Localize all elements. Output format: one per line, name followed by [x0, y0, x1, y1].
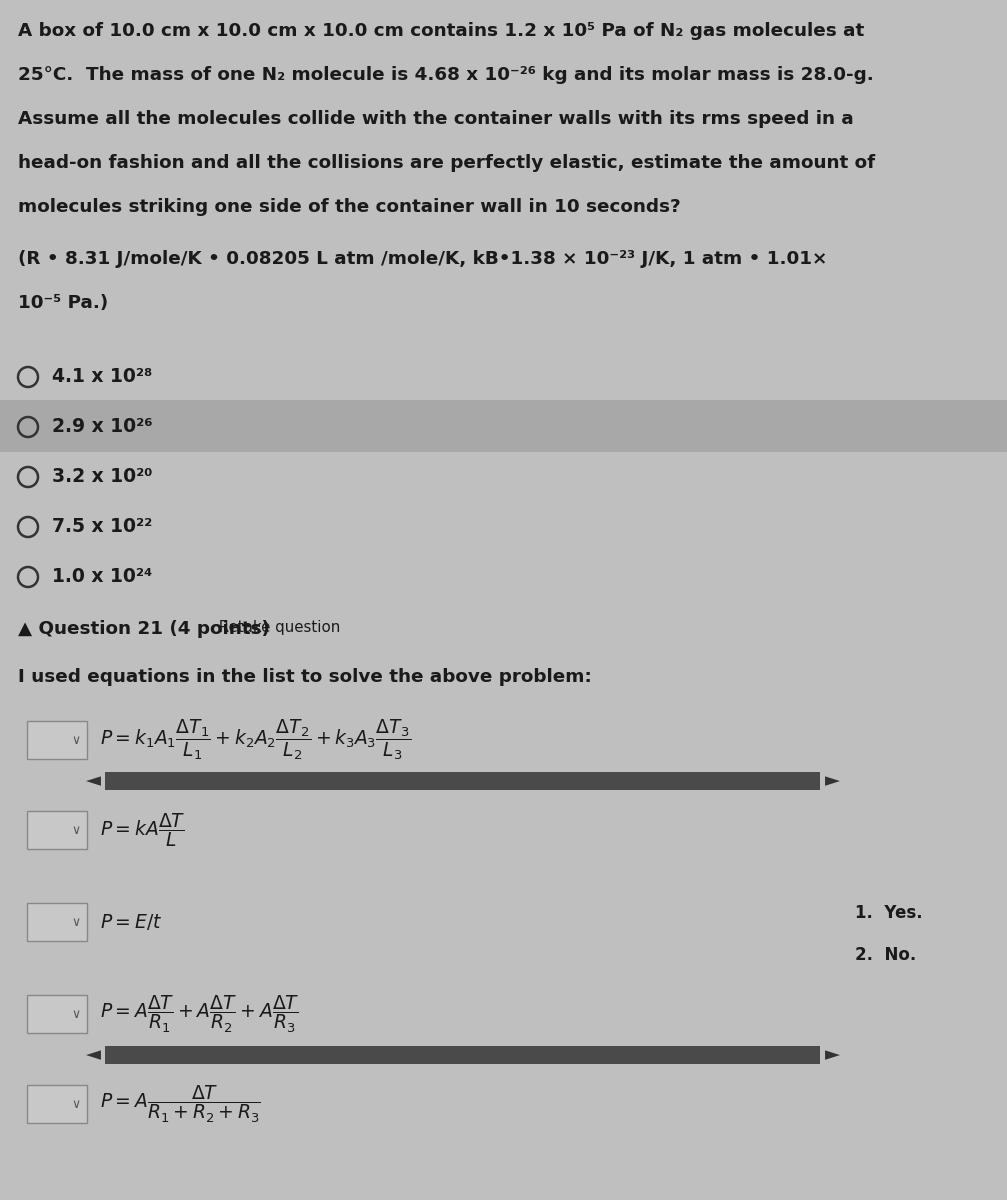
Text: Retake question: Retake question [214, 620, 340, 635]
FancyBboxPatch shape [27, 811, 87, 850]
Text: $P = A\dfrac{\Delta T}{R_1+R_2+R_3}$: $P = A\dfrac{\Delta T}{R_1+R_2+R_3}$ [100, 1084, 261, 1124]
Text: 2.  No.: 2. No. [855, 946, 916, 964]
Text: ∨: ∨ [71, 1008, 81, 1020]
Text: Assume all the molecules collide with the container walls with its rms speed in : Assume all the molecules collide with th… [18, 110, 854, 128]
Text: 3.2 x 10²⁰: 3.2 x 10²⁰ [52, 468, 152, 486]
FancyBboxPatch shape [27, 721, 87, 758]
Text: $P = k_1A_1\dfrac{\Delta T_1}{L_1} + k_2A_2\dfrac{\Delta T_2}{L_2} + k_3A_3\dfra: $P = k_1A_1\dfrac{\Delta T_1}{L_1} + k_2… [100, 718, 411, 762]
FancyBboxPatch shape [27, 995, 87, 1033]
Text: 4.1 x 10²⁸: 4.1 x 10²⁸ [52, 367, 152, 386]
Text: 25°C.  The mass of one N₂ molecule is 4.68 x 10⁻²⁶ kg and its molar mass is 28.0: 25°C. The mass of one N₂ molecule is 4.6… [18, 66, 874, 84]
Bar [105, 1046, 820, 1064]
Text: $P = kA\dfrac{\Delta T}{L}$: $P = kA\dfrac{\Delta T}{L}$ [100, 811, 185, 848]
Text: ►: ► [825, 772, 840, 791]
Text: 10⁻⁵ Pa.): 10⁻⁵ Pa.) [18, 294, 108, 312]
FancyBboxPatch shape [27, 1085, 87, 1123]
Text: $P = E/t$: $P = E/t$ [100, 912, 162, 932]
Bar [105, 772, 820, 790]
Text: molecules striking one side of the container wall in 10 seconds?: molecules striking one side of the conta… [18, 198, 681, 216]
Text: head-on fashion and all the collisions are perfectly elastic, estimate the amoun: head-on fashion and all the collisions a… [18, 154, 875, 172]
FancyBboxPatch shape [27, 902, 87, 941]
Text: 7.5 x 10²²: 7.5 x 10²² [52, 517, 152, 536]
Text: ►: ► [825, 1045, 840, 1064]
Text: $P = A\dfrac{\Delta T}{R_1} + A\dfrac{\Delta T}{R_2} + A\dfrac{\Delta T}{R_3}$: $P = A\dfrac{\Delta T}{R_1} + A\dfrac{\D… [100, 994, 299, 1034]
Text: 2.9 x 10²⁶: 2.9 x 10²⁶ [52, 418, 153, 437]
Text: ∨: ∨ [71, 916, 81, 929]
Text: ◄: ◄ [86, 1045, 101, 1064]
Text: 1.  Yes.: 1. Yes. [855, 904, 922, 922]
Text: ∨: ∨ [71, 733, 81, 746]
Text: ▲ Question 21 (4 points): ▲ Question 21 (4 points) [18, 620, 270, 638]
Text: A box of 10.0 cm x 10.0 cm x 10.0 cm contains 1.2 x 10⁵ Pa of N₂ gas molecules a: A box of 10.0 cm x 10.0 cm x 10.0 cm con… [18, 22, 864, 40]
Text: (R • 8.31 J/mole/K • 0.08205 L atm /mole/K, kB•1.38 × 10⁻²³ J/K, 1 atm • 1.01×: (R • 8.31 J/mole/K • 0.08205 L atm /mole… [18, 250, 828, 268]
Text: ∨: ∨ [71, 823, 81, 836]
Text: ∨: ∨ [71, 1098, 81, 1110]
Text: I used equations in the list to solve the above problem:: I used equations in the list to solve th… [18, 668, 592, 686]
Text: ◄: ◄ [86, 772, 101, 791]
Bar [0, 400, 1007, 452]
Text: 1.0 x 10²⁴: 1.0 x 10²⁴ [52, 568, 152, 587]
